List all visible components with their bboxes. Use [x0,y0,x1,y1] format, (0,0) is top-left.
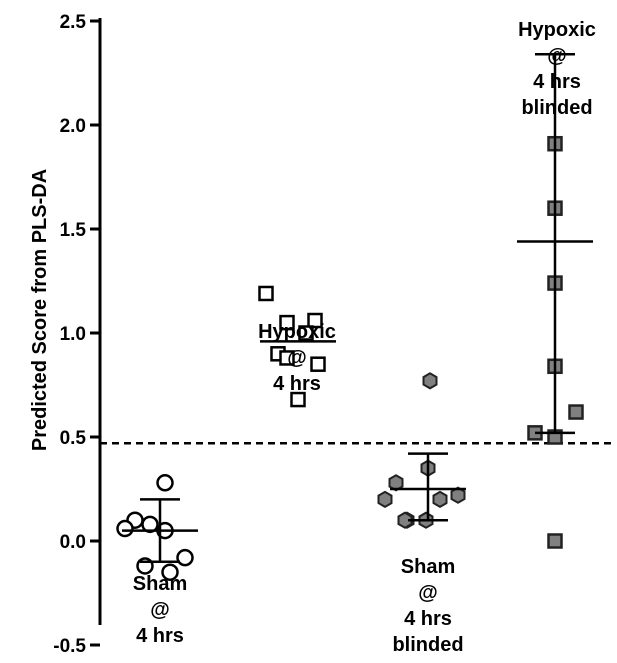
data-point [388,474,404,492]
y-axis-label: Predicted Score from PLS-DA [29,169,51,451]
data-group [377,372,466,529]
data-point [279,314,295,331]
data-point [310,356,326,372]
data-point [450,486,466,504]
y-tick-label: -0.5 [53,636,86,657]
group-label-line: Sham [401,556,455,578]
group-label: Hypoxic @4 hrs [258,321,336,395]
y-tick-label: 0.5 [60,428,87,449]
y-tick-label: 1.5 [60,220,87,241]
group-label-line: @ [547,45,567,67]
data-point [422,372,438,390]
group-label-line: @ [287,347,307,369]
data-point [290,391,306,408]
group-label-line: @ [418,582,438,604]
y-tick-label: 0.0 [60,532,86,553]
group-label-line: Sham [133,573,187,595]
group-label-line: 4 hrs [136,625,184,647]
data-groups [116,53,593,581]
data-point [432,490,448,509]
group-label-line: 4 hrs [273,373,321,395]
data-point [377,490,393,509]
y-tick-label: 2.0 [60,116,86,137]
data-group [258,285,336,408]
group-label: Hypoxic @4 hrs blinded [518,19,596,119]
y-tick-label: 2.5 [60,12,87,33]
group-label: Sham @4 hrs blinded [392,556,463,656]
data-point [116,519,134,538]
group-label-line: blinded [521,97,592,119]
data-point [161,563,179,581]
group-label-line: 4 hrs [533,71,581,93]
group-label-line: 4 hrs [404,608,452,630]
data-point [307,312,323,329]
y-tick-label: 1.0 [60,324,86,345]
data-point [298,325,314,341]
data-point [258,285,274,302]
group-label-line: @ [150,599,170,621]
data-point [141,515,159,534]
data-point [397,511,413,529]
y-axis: -0.50.00.51.01.52.02.53.03.54.04.55.0 [53,12,102,657]
group-labels: Sham @4 hrs Hypoxic @4 hrs Sham @4 hrs blinded… [133,19,596,656]
group-label: Sham @4 hrs [133,573,187,647]
data-point [568,404,584,420]
data-group [517,53,593,549]
data-group [116,474,198,581]
data-point [547,533,563,549]
group-label-line: Hypoxic [518,19,596,41]
group-label-line: Hypoxic [258,321,336,343]
data-point [156,474,174,492]
data-point [176,548,194,567]
group-label-line: blinded [392,634,463,656]
data-point [279,350,295,366]
